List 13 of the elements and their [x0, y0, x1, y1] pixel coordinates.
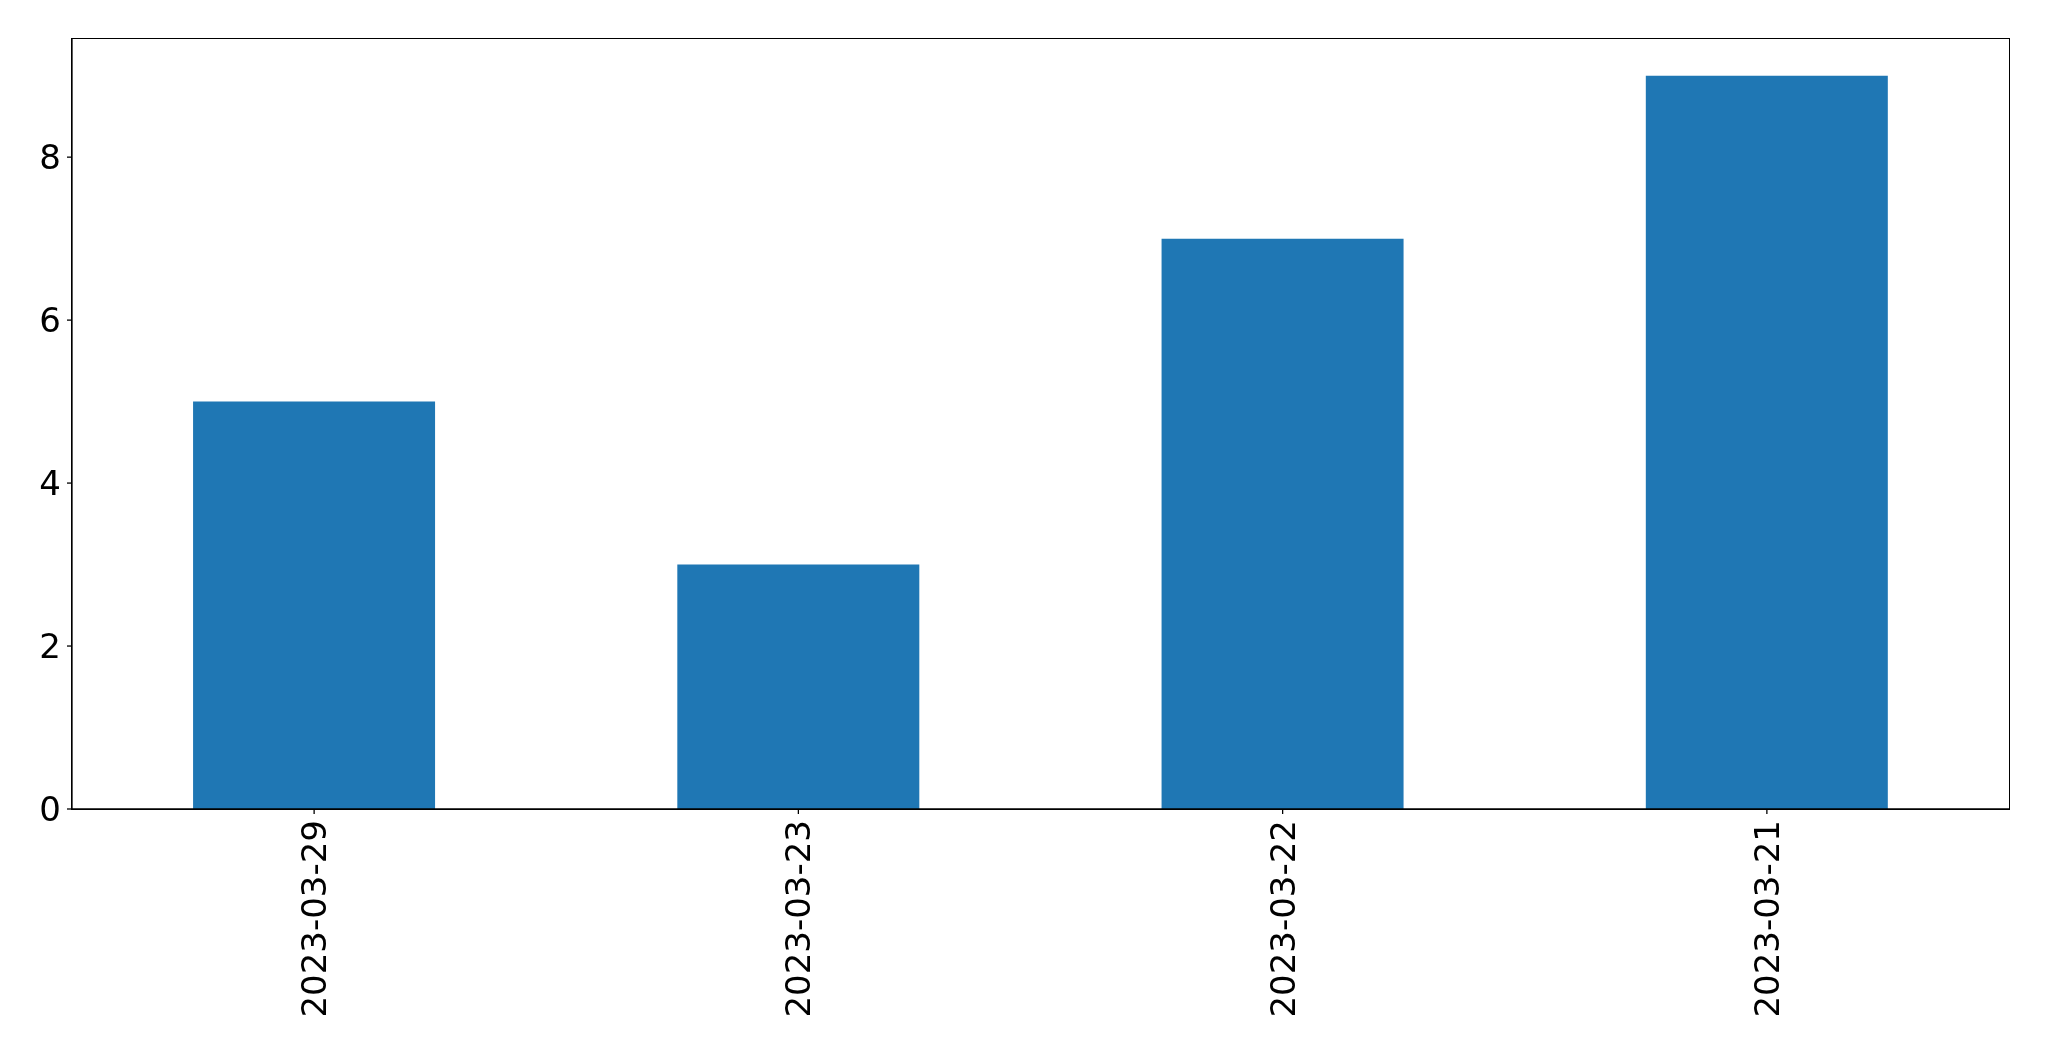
bar — [1161, 238, 1404, 809]
bar — [1645, 75, 1888, 809]
bar — [677, 564, 920, 809]
y-tick-label: 0 — [39, 789, 61, 830]
x-tick-label: 2023-03-23 — [778, 820, 819, 1018]
x-tick-label: 2023-03-22 — [1262, 820, 1303, 1018]
bar — [193, 401, 436, 809]
x-tick-label: 2023-03-21 — [1746, 820, 1787, 1018]
y-tick-label: 2 — [39, 626, 61, 667]
y-tick-label: 4 — [39, 463, 61, 504]
x-tick-label: 2023-03-29 — [294, 820, 335, 1018]
y-tick-label: 6 — [39, 300, 61, 341]
y-tick-label: 8 — [39, 137, 61, 178]
